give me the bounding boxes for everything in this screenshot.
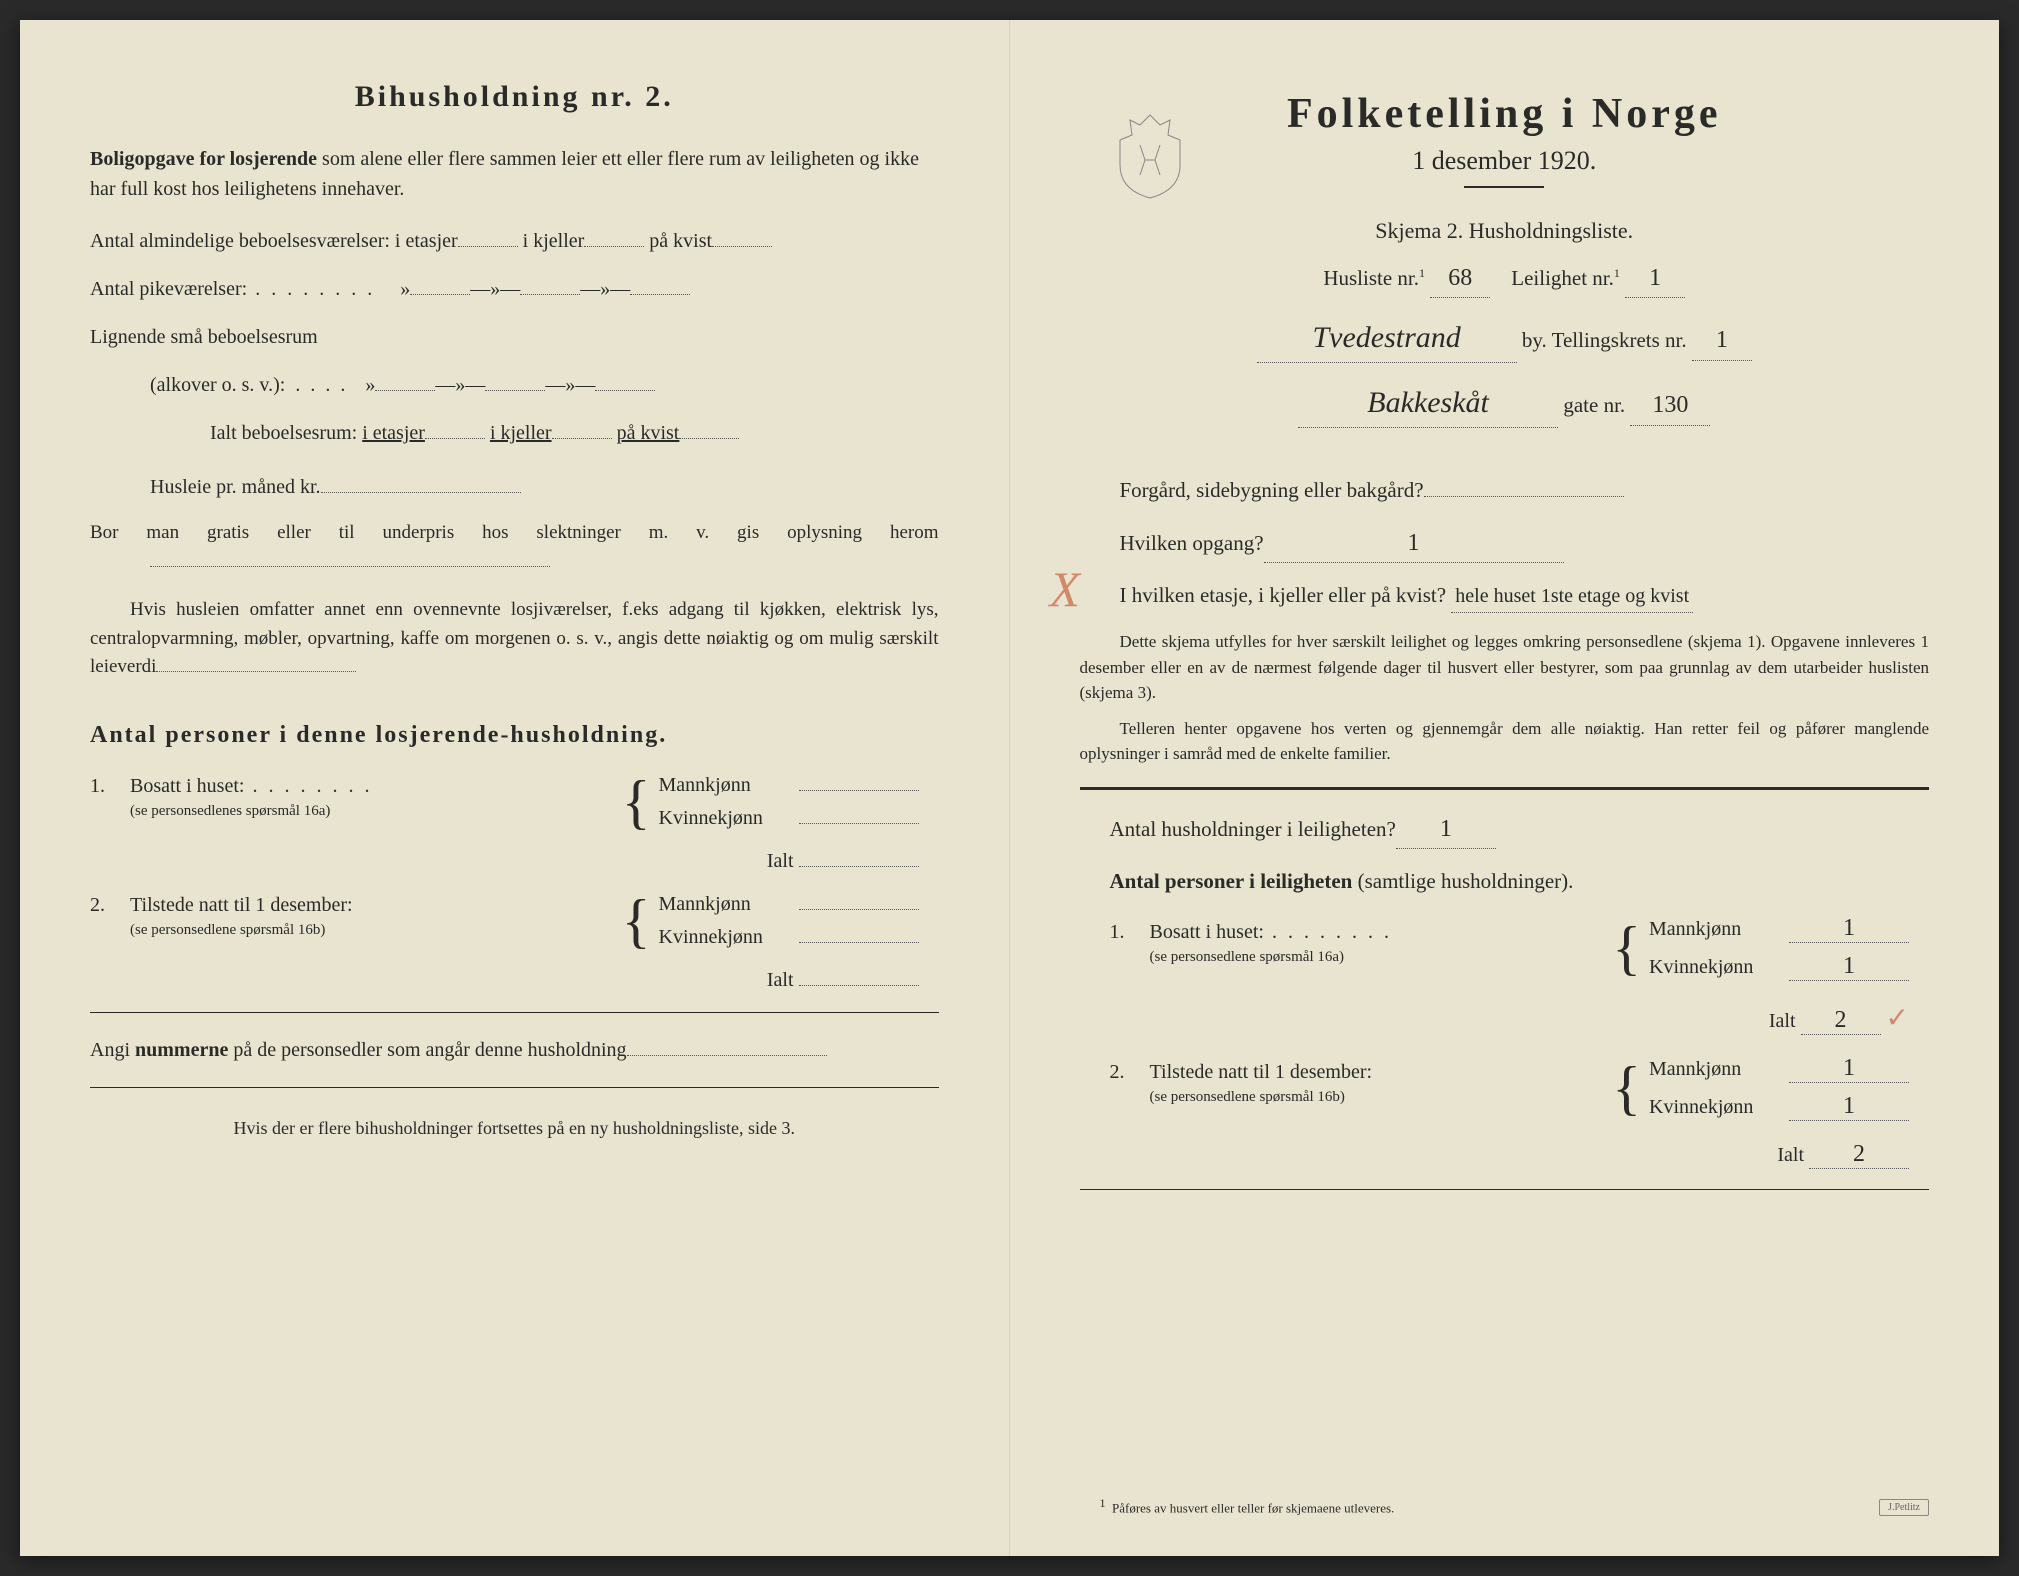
angi-row: Angi nummerne på de personsedler som ang… bbox=[90, 1033, 939, 1067]
leilighet-value: 1 bbox=[1625, 259, 1685, 298]
etasje-row: I hvilken etasje, i kjeller eller på kvi… bbox=[1120, 579, 1930, 613]
left-title: Bihusholdning nr. 2. bbox=[90, 80, 939, 114]
gate-value: Bakkeskåt bbox=[1298, 379, 1558, 428]
r-female2: 1 bbox=[1789, 1093, 1909, 1121]
r-bosatt-group: 1. Bosatt i huset: (se personsedlene spø… bbox=[1080, 915, 1930, 981]
section2-title: Antal personer i denne losjerende-hushol… bbox=[90, 722, 939, 749]
ialt1: Ialt bbox=[90, 850, 939, 873]
antal-hush-value: 1 bbox=[1396, 810, 1496, 849]
r-male2: 1 bbox=[1789, 1055, 1909, 1083]
printer-stamp: J.Petlitz bbox=[1879, 1499, 1929, 1516]
footnote: 1 Påføres av husvert eller teller før sk… bbox=[1100, 1496, 1395, 1516]
krets-value: 1 bbox=[1692, 321, 1752, 360]
etasje-value: hele huset 1ste etage og kvist bbox=[1451, 580, 1693, 613]
opgang-value: 1 bbox=[1264, 524, 1564, 563]
census-document: Bihusholdning nr. 2. Boligopgave for los… bbox=[20, 20, 1999, 1556]
rooms-row: Antal almindelige beboelsesværelser: i e… bbox=[90, 224, 939, 258]
antal-hush-row: Antal husholdninger i leiligheten?1 bbox=[1110, 810, 1930, 849]
husliste-value: 68 bbox=[1430, 259, 1490, 298]
x-annotation: X bbox=[1050, 560, 1081, 618]
bosatt-group: 1. Bosatt i huset: (se personsedlenes sp… bbox=[90, 774, 939, 830]
info2: Telleren henter opgavene hos verten og g… bbox=[1080, 716, 1930, 767]
sub-title: 1 desember 1920. bbox=[1080, 146, 1930, 176]
free-text: Bor man gratis eller til underpris hos s… bbox=[150, 519, 939, 576]
right-page: Folketelling i Norge 1 desember 1920. Sk… bbox=[1010, 20, 2000, 1556]
by-row: Tvedestrand by. Tellingskrets nr. 1 bbox=[1080, 314, 1930, 363]
rent-row: Husleie pr. måned kr. bbox=[150, 470, 939, 504]
similar-label: Lignende små beboelsesrum bbox=[90, 320, 939, 354]
detail-text: Hvis husleien omfatter annet enn ovennev… bbox=[90, 596, 939, 682]
coat-of-arms-icon bbox=[1110, 110, 1190, 200]
r-total1: 2 bbox=[1801, 1007, 1881, 1035]
r-ialt1: Ialt 2 ✓ bbox=[1080, 1001, 1930, 1035]
tilstede-group: 2. Tilstede natt til 1 desember: (se per… bbox=[90, 893, 939, 949]
main-title: Folketelling i Norge bbox=[1080, 90, 1930, 138]
maid-row: Antal pikeværelser: »—»——»— bbox=[90, 272, 939, 306]
opgang-row: Hvilken opgang?1 bbox=[1120, 524, 1930, 563]
gate-row: Bakkeskåt gate nr. 130 bbox=[1080, 379, 1930, 428]
left-page: Bihusholdning nr. 2. Boligopgave for los… bbox=[20, 20, 1010, 1556]
left-footer: Hvis der er flere bihusholdninger fortse… bbox=[90, 1118, 939, 1139]
similar-sub-row: (alkover o. s. v.): . . . . »—»——»— bbox=[150, 368, 939, 402]
r-tilstede-group: 2. Tilstede natt til 1 desember: (se per… bbox=[1080, 1055, 1930, 1121]
intro-paragraph: Boligopgave for losjerende som alene ell… bbox=[90, 144, 939, 204]
ialt2: Ialt bbox=[90, 969, 939, 992]
skjema-label: Skjema 2. Husholdningsliste. bbox=[1080, 218, 1930, 244]
intro-bold: Boligopgave for losjerende bbox=[90, 148, 317, 170]
forgard-row: Forgård, sidebygning eller bakgård? bbox=[1120, 474, 1930, 508]
check-mark: ✓ bbox=[1886, 1003, 1909, 1034]
total-rooms-row: Ialt beboelsesrum: i etasjer i kjeller p… bbox=[210, 416, 939, 450]
info1: Dette skjema utfylles for hver særskilt … bbox=[1080, 629, 1930, 706]
antal-pers-row: Antal personer i leiligheten (samtlige h… bbox=[1110, 865, 1930, 899]
r-ialt2: Ialt 2 bbox=[1080, 1141, 1930, 1169]
gate-nr-value: 130 bbox=[1630, 386, 1710, 425]
husliste-row: Husliste nr.1 68 Leilighet nr.1 1 bbox=[1080, 259, 1930, 298]
by-value: Tvedestrand bbox=[1257, 314, 1517, 363]
r-male1: 1 bbox=[1789, 915, 1909, 943]
r-total2: 2 bbox=[1809, 1141, 1909, 1169]
r-female1: 1 bbox=[1789, 953, 1909, 981]
